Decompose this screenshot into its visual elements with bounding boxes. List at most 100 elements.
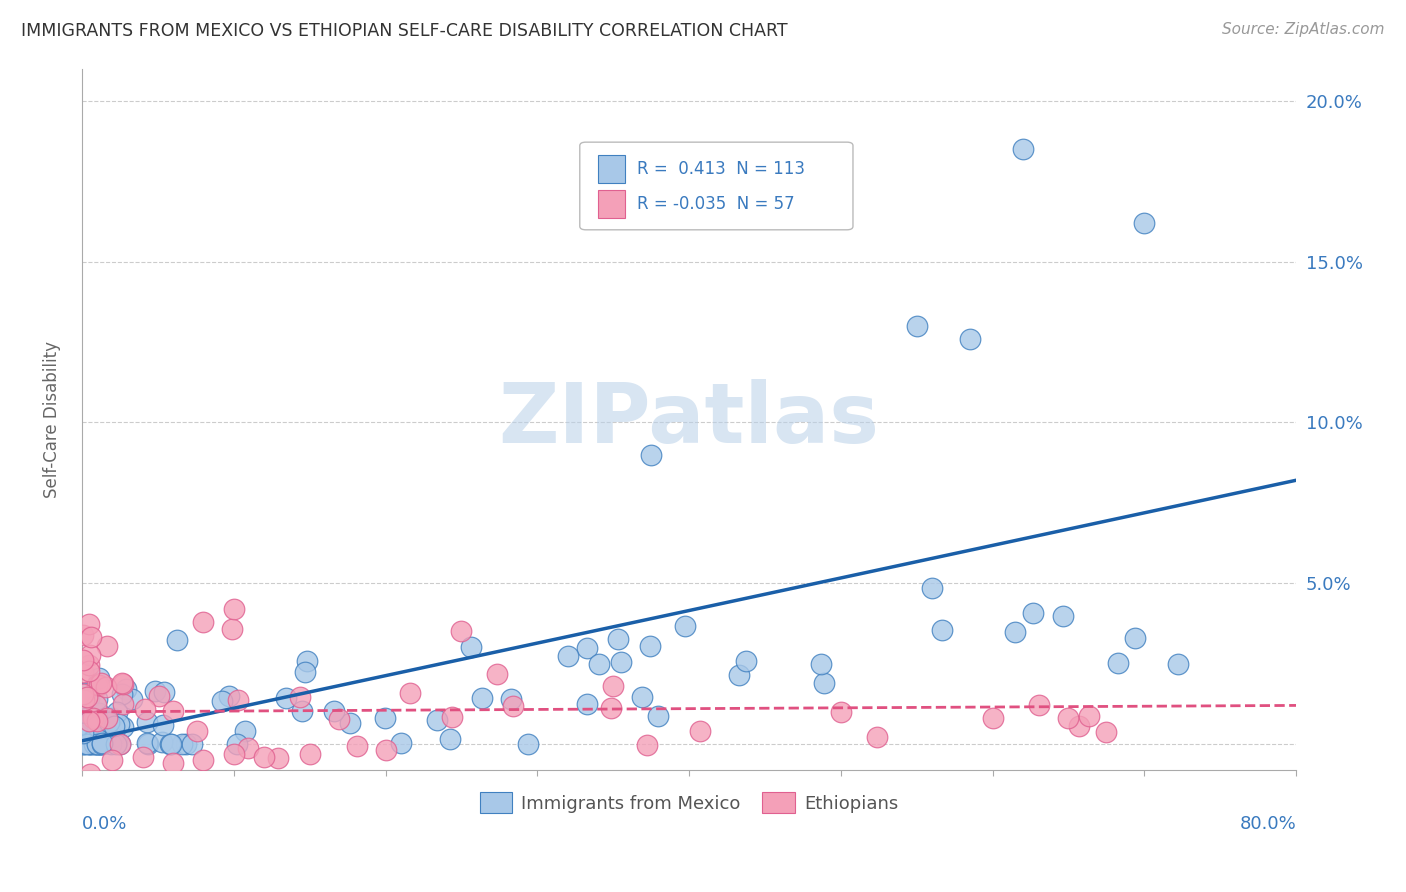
Point bbox=[221, 623, 243, 637]
Point bbox=[905, 318, 928, 333]
Point bbox=[77, 719, 100, 733]
Point bbox=[86, 678, 108, 692]
Point bbox=[439, 731, 461, 746]
Point bbox=[267, 751, 290, 765]
Point bbox=[1095, 724, 1118, 739]
Y-axis label: Self-Care Disability: Self-Care Disability bbox=[44, 341, 60, 498]
Point bbox=[136, 715, 159, 730]
Point bbox=[112, 720, 135, 734]
Point bbox=[72, 687, 94, 701]
Point bbox=[94, 680, 117, 694]
Point bbox=[111, 675, 134, 690]
Point bbox=[588, 657, 610, 672]
Point bbox=[236, 741, 259, 756]
FancyBboxPatch shape bbox=[579, 142, 853, 230]
Point bbox=[87, 671, 110, 685]
Point bbox=[575, 640, 598, 655]
Point bbox=[77, 691, 100, 706]
Point bbox=[90, 737, 112, 751]
Point bbox=[91, 733, 114, 747]
Point bbox=[1057, 711, 1080, 725]
Point bbox=[101, 730, 124, 744]
Point bbox=[86, 737, 108, 751]
Point bbox=[322, 704, 344, 718]
Point bbox=[136, 737, 159, 751]
Text: IMMIGRANTS FROM MEXICO VS ETHIOPIAN SELF-CARE DISABILITY CORRELATION CHART: IMMIGRANTS FROM MEXICO VS ETHIOPIAN SELF… bbox=[21, 22, 787, 40]
Point bbox=[80, 737, 103, 751]
Point bbox=[108, 717, 131, 731]
Point bbox=[186, 724, 208, 739]
Point bbox=[166, 633, 188, 648]
Point bbox=[96, 725, 118, 739]
Point bbox=[636, 738, 658, 752]
Point bbox=[830, 705, 852, 719]
Point bbox=[339, 716, 361, 731]
Point bbox=[162, 756, 184, 771]
Point bbox=[1028, 698, 1050, 713]
Point bbox=[82, 712, 104, 726]
Point bbox=[73, 686, 96, 700]
Point bbox=[813, 676, 835, 690]
Point bbox=[1133, 216, 1156, 230]
Point bbox=[87, 678, 110, 692]
Bar bbox=[598, 155, 624, 183]
Point bbox=[162, 704, 184, 718]
Point bbox=[276, 691, 298, 706]
Text: 0.0%: 0.0% bbox=[82, 815, 128, 833]
Point bbox=[89, 706, 111, 720]
Point bbox=[981, 711, 1004, 725]
Point bbox=[1012, 142, 1035, 156]
Point bbox=[73, 737, 96, 751]
Point bbox=[91, 737, 114, 751]
Point bbox=[96, 639, 118, 653]
Point bbox=[86, 692, 108, 706]
Point bbox=[105, 735, 128, 749]
Point bbox=[1107, 656, 1129, 670]
Point bbox=[391, 735, 413, 749]
Point bbox=[485, 667, 508, 681]
Point bbox=[77, 657, 100, 672]
Point bbox=[90, 731, 112, 745]
Point bbox=[84, 698, 107, 713]
Point bbox=[84, 737, 107, 751]
Point bbox=[346, 739, 368, 753]
Point bbox=[83, 737, 105, 751]
Point bbox=[1125, 631, 1147, 645]
Point bbox=[174, 737, 197, 751]
Point bbox=[89, 737, 111, 751]
Point bbox=[131, 750, 153, 764]
Point bbox=[170, 737, 193, 751]
Point bbox=[90, 676, 112, 690]
Point bbox=[328, 712, 350, 726]
Point bbox=[73, 692, 96, 706]
Point bbox=[1078, 709, 1101, 723]
Point bbox=[463, 841, 485, 855]
Point bbox=[516, 737, 538, 751]
Point bbox=[471, 691, 494, 706]
Point bbox=[298, 747, 321, 761]
Point bbox=[73, 728, 96, 742]
Point bbox=[159, 737, 181, 751]
Point bbox=[91, 736, 114, 750]
Point bbox=[76, 690, 98, 705]
Point bbox=[143, 684, 166, 698]
Point bbox=[575, 697, 598, 711]
Point bbox=[108, 737, 131, 751]
Point bbox=[100, 737, 122, 751]
Point bbox=[291, 704, 314, 718]
Point bbox=[959, 332, 981, 346]
Point bbox=[121, 692, 143, 706]
Point bbox=[77, 664, 100, 678]
Point bbox=[96, 711, 118, 725]
Point bbox=[640, 448, 662, 462]
Point bbox=[111, 687, 134, 701]
Point bbox=[630, 690, 652, 705]
Legend: Immigrants from Mexico, Ethiopians: Immigrants from Mexico, Ethiopians bbox=[472, 785, 905, 821]
Point bbox=[134, 701, 156, 715]
Point bbox=[80, 630, 103, 644]
Point bbox=[193, 753, 215, 767]
Point bbox=[79, 766, 101, 780]
Point bbox=[112, 697, 135, 711]
Point bbox=[94, 714, 117, 728]
Point bbox=[82, 711, 104, 725]
